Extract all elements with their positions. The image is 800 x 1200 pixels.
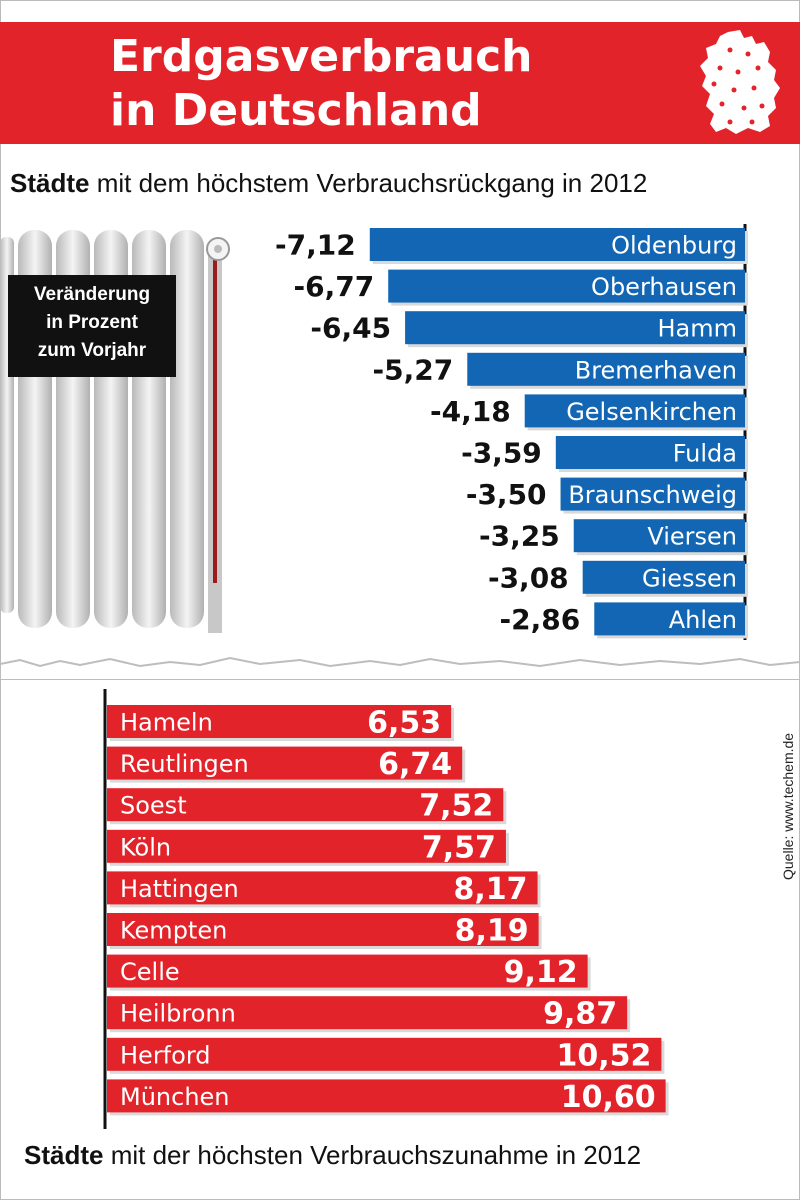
bottom-subtitle-bold: Städte	[24, 1140, 104, 1170]
decrease-bar	[594, 602, 745, 636]
decrease-bar	[555, 436, 745, 469]
legend-line-3: zum Vorjahr	[37, 340, 147, 361]
increase-bar-value-label: 8,19	[455, 914, 529, 949]
increase-bar-city-label: München	[120, 1083, 230, 1111]
torn-edge-divider	[0, 656, 800, 680]
increase-bar-value-label: 9,87	[543, 997, 617, 1032]
title-line-1: Erdgasverbrauch	[110, 31, 533, 82]
increase-bar	[107, 788, 504, 822]
decrease-bar	[405, 311, 745, 345]
top-subtitle-rest: mit dem höchstem Verbrauchsrückgang in 2…	[89, 168, 648, 198]
germany-map-icon	[700, 30, 780, 134]
decrease-bar	[524, 394, 745, 428]
increase-bar-city-label: Hameln	[120, 709, 213, 737]
decrease-bar	[582, 560, 745, 594]
increase-bar-value-label: 7,57	[422, 830, 496, 865]
increase-bar-value-label: 6,74	[378, 747, 452, 782]
increase-bar	[107, 871, 538, 905]
legend-line-2: in Prozent	[46, 312, 138, 333]
increase-bar-city-label: Kempten	[120, 917, 227, 945]
decrease-bar	[560, 477, 745, 511]
decrease-bar	[573, 519, 745, 553]
decrease-bar-value-label: -7,12	[275, 229, 356, 262]
increase-bar-city-label: Soest	[120, 792, 187, 820]
decrease-bar-value-label: -3,59	[461, 437, 542, 470]
decrease-bar-value-label: -6,45	[310, 312, 391, 345]
title-line-2: in Deutschland	[110, 85, 482, 136]
increase-bar-value-label: 10,52	[556, 1038, 651, 1073]
decrease-bar-value-label: -4,18	[430, 395, 511, 428]
increase-bar	[107, 1037, 662, 1071]
increase-bar-value-label: 9,12	[504, 955, 578, 990]
increase-bar-city-label: Köln	[120, 833, 171, 861]
bottom-subtitle: Städte mit der höchsten Verbrauchszunahm…	[24, 1140, 641, 1171]
increase-bar	[107, 829, 506, 863]
decrease-bar-value-label: -2,86	[500, 603, 581, 636]
increase-bar	[107, 954, 588, 988]
legend-box: Veränderung in Prozent zum Vorjahr	[8, 275, 176, 377]
decrease-bar-value-label: -3,08	[488, 561, 569, 594]
decrease-bar-city-label: Gelsenkirchen	[566, 398, 737, 426]
increase-bar	[107, 913, 539, 946]
increase-bar	[107, 705, 452, 738]
decrease-bar	[388, 269, 745, 303]
increase-bar-city-label: Herford	[120, 1041, 211, 1069]
decrease-bar-value-label: -3,50	[466, 478, 547, 511]
top-subtitle-bold: Städte	[10, 168, 90, 198]
legend-line-1: Veränderung	[33, 284, 151, 305]
increase-bar-value-label: 10,60	[561, 1080, 656, 1115]
bottom-subtitle-rest: mit der höchsten Verbrauchszunahme in 20…	[103, 1140, 642, 1170]
increase-bar	[107, 996, 628, 1030]
page-title: Erdgasverbrauch in Deutschland	[110, 30, 532, 138]
decrease-bar-value-label: -5,27	[373, 353, 454, 386]
decrease-bar-value-label: -6,77	[294, 270, 375, 303]
increase-bar-city-label: Reutlingen	[120, 750, 249, 778]
decrease-bar-city-label: Oberhausen	[591, 273, 737, 301]
increase-bar-value-label: 6,53	[367, 706, 441, 741]
decrease-bar-city-label: Giessen	[642, 564, 737, 592]
increase-bar-city-label: Heilbronn	[120, 1000, 236, 1028]
decrease-bar-city-label: Braunschweig	[568, 481, 737, 509]
decrease-bar-city-label: Ahlen	[669, 606, 737, 634]
decrease-bar-city-label: Viersen	[647, 523, 737, 551]
title-banner	[0, 22, 800, 144]
increase-bar	[107, 1079, 666, 1113]
decrease-bar	[369, 228, 745, 261]
source-note: Quelle: www.techem.de	[780, 732, 796, 880]
increase-bar-value-label: 8,17	[454, 872, 528, 907]
top-subtitle: Städte mit dem höchstem Verbrauchsrückga…	[10, 168, 647, 199]
decrease-bar-city-label: Oldenburg	[611, 232, 737, 260]
increase-bar-city-label: Celle	[120, 958, 180, 986]
decrease-bar-city-label: Hamm	[657, 315, 737, 343]
decrease-bar-city-label: Fulda	[673, 440, 737, 468]
increase-bar	[107, 746, 463, 780]
decrease-bar-city-label: Bremerhaven	[575, 356, 737, 384]
increase-bar-value-label: 7,52	[419, 789, 493, 824]
decrease-bar	[467, 352, 745, 386]
increase-bar-city-label: Hattingen	[120, 875, 239, 903]
decrease-bar-value-label: -3,25	[479, 520, 560, 553]
